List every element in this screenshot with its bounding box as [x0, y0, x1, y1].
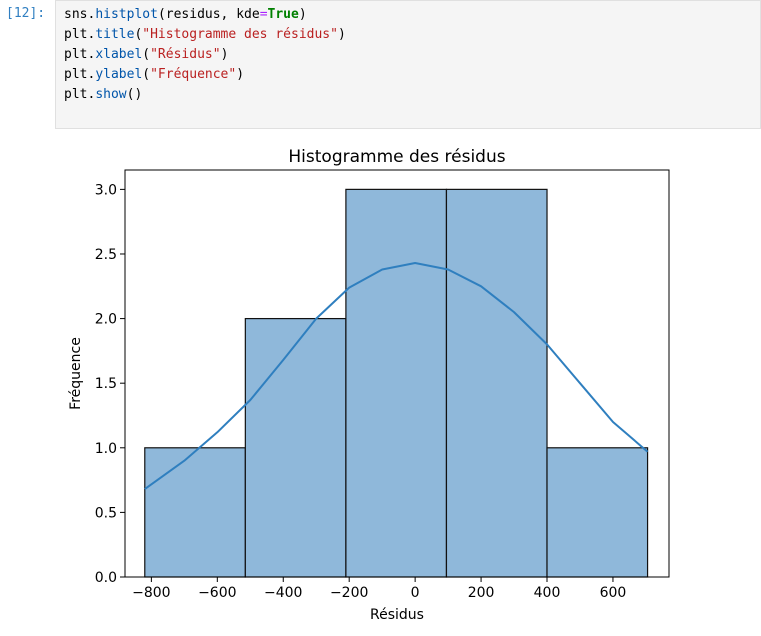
y-axis-label: Fréquence	[68, 337, 84, 410]
histogram-bar	[144, 447, 246, 578]
x-tick-label: −400	[264, 585, 302, 601]
histogram-bar	[546, 447, 649, 578]
code-token: ()	[126, 87, 143, 102]
code-token: show	[95, 87, 127, 102]
x-tick-label: −600	[198, 585, 236, 601]
x-tick-label: −200	[330, 585, 368, 601]
cell-output: −800 −600 −400 −200 0 200 400 600 0.0 0.5 1.0 1.5 2.…	[55, 140, 695, 634]
histogram-bar	[244, 317, 347, 578]
code-token: )	[236, 67, 245, 82]
x-tick-label: 600	[600, 585, 627, 601]
x-tick-label: −800	[132, 585, 170, 601]
code-token: (residus, kde	[157, 7, 260, 22]
code-token: "Fréquence"	[150, 67, 237, 82]
code-token: )	[298, 7, 307, 22]
code-token: (	[142, 47, 151, 62]
code-line: plt.xlabel("Résidus")	[64, 45, 760, 65]
code-token: )	[337, 27, 346, 42]
y-tick-label: 2.0	[95, 312, 117, 328]
y-tick-label: 3.0	[95, 182, 117, 198]
histogram-chart: −800 −600 −400 −200 0 200 400 600 0.0 0.5 1.0 1.5 2.…	[68, 147, 670, 623]
code-token: sns.	[64, 7, 96, 22]
y-tick-label: 0.5	[95, 505, 117, 521]
code-token: histplot	[95, 7, 158, 22]
code-line: plt.title("Histogramme des résidus")	[64, 25, 760, 45]
code-token: "Histogramme des résidus"	[142, 27, 338, 42]
histogram-bar	[345, 188, 448, 578]
code-token: plt.	[64, 67, 96, 82]
code-token: (	[142, 67, 151, 82]
y-tick-label: 0.0	[95, 570, 117, 586]
code-token: True	[267, 7, 299, 22]
plot-frame	[124, 169, 670, 578]
code-cell[interactable]: sns.histplot(residus, kde=True) plt.title…	[55, 0, 761, 129]
code-token: (	[134, 27, 143, 42]
kde-curve	[144, 262, 649, 490]
code-line: sns.histplot(residus, kde=True)	[64, 5, 760, 25]
code-token: plt.	[64, 87, 96, 102]
cell-prompt: [12]:	[6, 6, 46, 21]
code-editor[interactable]: sns.histplot(residus, kde=True) plt.title…	[56, 1, 760, 105]
code-token: ylabel	[95, 67, 143, 82]
code-token: title	[95, 27, 135, 42]
code-token: =	[259, 7, 268, 22]
y-tick-label: 1.0	[95, 441, 117, 457]
code-token: plt.	[64, 27, 96, 42]
y-tick-label: 1.5	[95, 376, 117, 392]
y-tick-label: 2.5	[95, 247, 117, 263]
chart-title: Histogramme des résidus	[288, 147, 505, 167]
x-axis-label: Résidus	[370, 607, 424, 623]
code-line: plt.show()	[64, 85, 760, 105]
code-token: "Résidus"	[150, 47, 221, 62]
x-tick-label: 200	[468, 585, 495, 601]
x-tick-label: 400	[534, 585, 561, 601]
x-tick-label: 0	[411, 585, 420, 601]
code-token: plt.	[64, 47, 96, 62]
code-token: xlabel	[95, 47, 143, 62]
code-line: plt.ylabel("Fréquence")	[64, 65, 760, 85]
code-token: )	[220, 47, 229, 62]
histogram-bar	[445, 188, 548, 578]
